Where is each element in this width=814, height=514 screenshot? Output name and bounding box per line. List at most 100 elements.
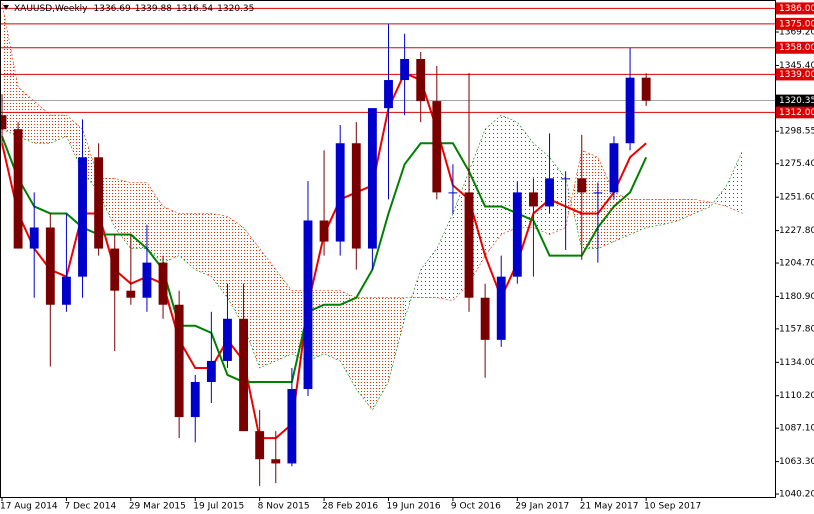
candle-body <box>206 360 216 382</box>
x-tick-label: 9 Oct 2016 <box>451 502 501 512</box>
plot-frame <box>0 0 776 498</box>
cloud-segment <box>436 213 453 301</box>
cloud-segment <box>340 290 357 390</box>
candle-body <box>545 178 554 207</box>
level-label: 1375.00 <box>779 19 814 29</box>
candle-body <box>239 318 248 432</box>
candle-body <box>29 227 39 249</box>
level-tag <box>776 41 814 54</box>
candle-body <box>174 304 184 418</box>
candle-body <box>78 157 87 277</box>
cloud-segment <box>549 157 566 235</box>
candle-body <box>142 262 152 298</box>
y-tick-label: 1345.40 <box>779 61 814 71</box>
level-label: 1386.00 <box>779 4 814 14</box>
cloud-segment <box>227 216 244 326</box>
x-tick-label: 19 Jul 2015 <box>193 502 244 512</box>
cloud-segment <box>613 192 631 242</box>
cloud-segment <box>275 269 292 361</box>
cloud-edge <box>1 2 743 301</box>
candle-body <box>94 157 104 249</box>
candle-body <box>641 77 651 101</box>
candle-body <box>561 178 571 180</box>
cloud-edge <box>1 114 744 411</box>
candle-body <box>158 262 168 305</box>
cloud-segment <box>324 290 341 361</box>
y-tick-label: 1275.40 <box>779 159 814 169</box>
cloud-segment <box>581 150 598 249</box>
y-tick-label: 1040.20 <box>779 490 814 500</box>
cloud-segment <box>662 199 679 225</box>
cloud-segment <box>259 248 276 368</box>
cloud-segment <box>163 206 180 263</box>
candle-body <box>529 192 538 207</box>
cloud-segment <box>485 115 502 256</box>
last-price-label: 1320.35 <box>779 96 814 106</box>
candle-body <box>625 77 635 144</box>
candle-body <box>400 58 410 81</box>
cloud-segment <box>130 182 147 249</box>
cloud-segment <box>50 115 67 144</box>
cloud-segment <box>565 150 582 249</box>
candle-body <box>271 459 281 464</box>
candle-body <box>351 143 361 249</box>
symbol: XAUUSD,Weekly <box>14 4 88 14</box>
candle-body <box>0 115 7 130</box>
high-value: 1339.88 <box>135 4 172 14</box>
candle-body <box>464 192 474 298</box>
chart-header: XAUUSD,Weekly 1336.69 1339.88 1316.54 1320.3… <box>14 4 254 14</box>
cloud-segment <box>630 199 647 235</box>
y-tick-label: 1063.30 <box>779 457 814 467</box>
level-tag <box>776 2 814 15</box>
y-tick-label: 1227.80 <box>779 226 814 236</box>
candle-body <box>480 297 490 340</box>
x-tick-label: 7 Dec 2014 <box>64 502 116 512</box>
candle-body <box>255 431 265 460</box>
collapse-icon <box>3 5 9 10</box>
cloud-segment <box>211 213 228 298</box>
level-tag <box>776 17 814 30</box>
candle-body <box>287 389 297 464</box>
close-value: 1320.35 <box>217 4 254 14</box>
cloud-segment <box>2 2 19 137</box>
y-tick-label: 1204.70 <box>779 259 814 269</box>
indicator-line <box>1 135 648 383</box>
last-price-tag <box>776 94 814 107</box>
cloud-segment <box>533 143 550 235</box>
x-tick-label: 17 Aug 2014 <box>0 502 58 512</box>
candle-body <box>335 143 345 242</box>
cloud-segment <box>114 178 131 249</box>
y-tick-label: 1110.20 <box>779 391 814 401</box>
cloud-segment <box>146 182 164 263</box>
candle-body <box>319 220 329 242</box>
candle-body <box>303 220 313 390</box>
candle-body <box>110 248 120 291</box>
cloud-segment <box>388 297 405 382</box>
cloud-segment <box>195 213 212 277</box>
y-tick-label: 1251.60 <box>779 193 814 203</box>
y-tick-label: 1087.10 <box>779 424 814 434</box>
x-tick-label: 28 Feb 2016 <box>322 502 378 512</box>
y-tick-label: 1369.20 <box>779 28 814 38</box>
y-tick-label: 1157.80 <box>779 324 814 334</box>
level-label: 1312.00 <box>779 108 814 118</box>
x-tick-label: 10 Sep 2017 <box>644 502 701 512</box>
x-tick-label: 19 Jun 2016 <box>387 502 441 512</box>
candle-body <box>448 192 458 194</box>
cloud-segment <box>356 297 373 411</box>
candle-body <box>384 80 393 109</box>
y-tick-label: 1298.55 <box>779 127 814 137</box>
level-label: 1339.00 <box>779 70 814 80</box>
x-tick-label: 29 Mar 2015 <box>129 502 186 512</box>
cloud-segment <box>646 199 663 228</box>
candle-body <box>13 129 23 249</box>
candle-body <box>126 290 136 298</box>
candle-body <box>61 276 71 305</box>
level-tag <box>776 106 814 119</box>
level-tag <box>776 68 814 81</box>
open-value: 1336.69 <box>94 4 131 14</box>
x-tick-label: 8 Nov 2015 <box>258 502 310 512</box>
low-value: 1316.54 <box>176 4 213 14</box>
